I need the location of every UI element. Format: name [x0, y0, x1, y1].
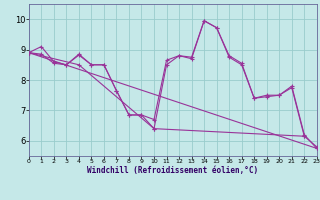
X-axis label: Windchill (Refroidissement éolien,°C): Windchill (Refroidissement éolien,°C) [87, 166, 258, 175]
